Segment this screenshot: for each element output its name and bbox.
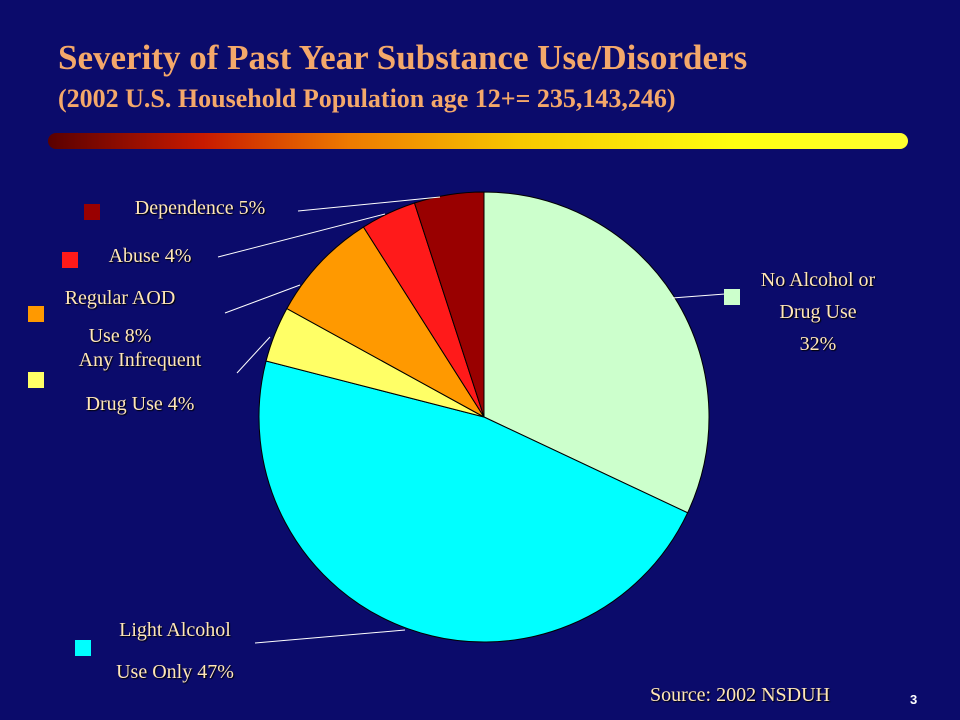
slice-label-line: Use 8% <box>88 325 152 347</box>
pie-slice-no-use <box>483 191 710 514</box>
leader-line-infrequent-drug <box>236 336 271 374</box>
source-note: Source: 2002 NSDUH <box>650 684 830 706</box>
legend-swatch-no-use <box>724 289 740 305</box>
leader-line-no-use <box>671 293 726 299</box>
legend-swatch-regular-aod <box>28 306 44 322</box>
gradient-divider <box>48 133 908 149</box>
slice-label-line: Drug Use <box>779 301 857 323</box>
slice-label-line: Drug Use 4% <box>85 393 195 415</box>
slice-label-line: 32% <box>799 333 837 355</box>
chart-title: Severity of Past Year Substance Use/Diso… <box>58 38 748 77</box>
slice-label-line: Regular AOD <box>64 287 176 309</box>
slice-label-line: Use Only 47% <box>116 661 234 683</box>
leader-line-regular-aod <box>224 284 301 314</box>
legend-swatch-abuse <box>62 252 78 268</box>
slice-label-line: Light Alcohol <box>119 619 231 641</box>
pie-slice-dependence <box>413 191 485 418</box>
legend-swatch-light-alcohol <box>75 640 91 656</box>
slice-label-line: Dependence 5% <box>134 197 266 219</box>
pie-slice-light-alcohol <box>258 360 689 643</box>
leader-line-abuse <box>217 213 386 258</box>
chart-subtitle: (2002 U.S. Household Population age 12+=… <box>58 84 676 113</box>
leader-line-dependence <box>297 196 441 212</box>
slice-label-line: No Alcohol or <box>760 269 876 291</box>
legend-swatch-infrequent-drug <box>28 372 44 388</box>
leader-line-light-alcohol <box>254 629 406 644</box>
slide-number: 3 <box>910 692 918 707</box>
slice-label-line: Abuse 4% <box>108 245 192 267</box>
slice-label-line: Any Infrequent <box>78 349 202 371</box>
legend-swatch-dependence <box>84 204 100 220</box>
pie-slice-regular-aod <box>286 226 485 418</box>
